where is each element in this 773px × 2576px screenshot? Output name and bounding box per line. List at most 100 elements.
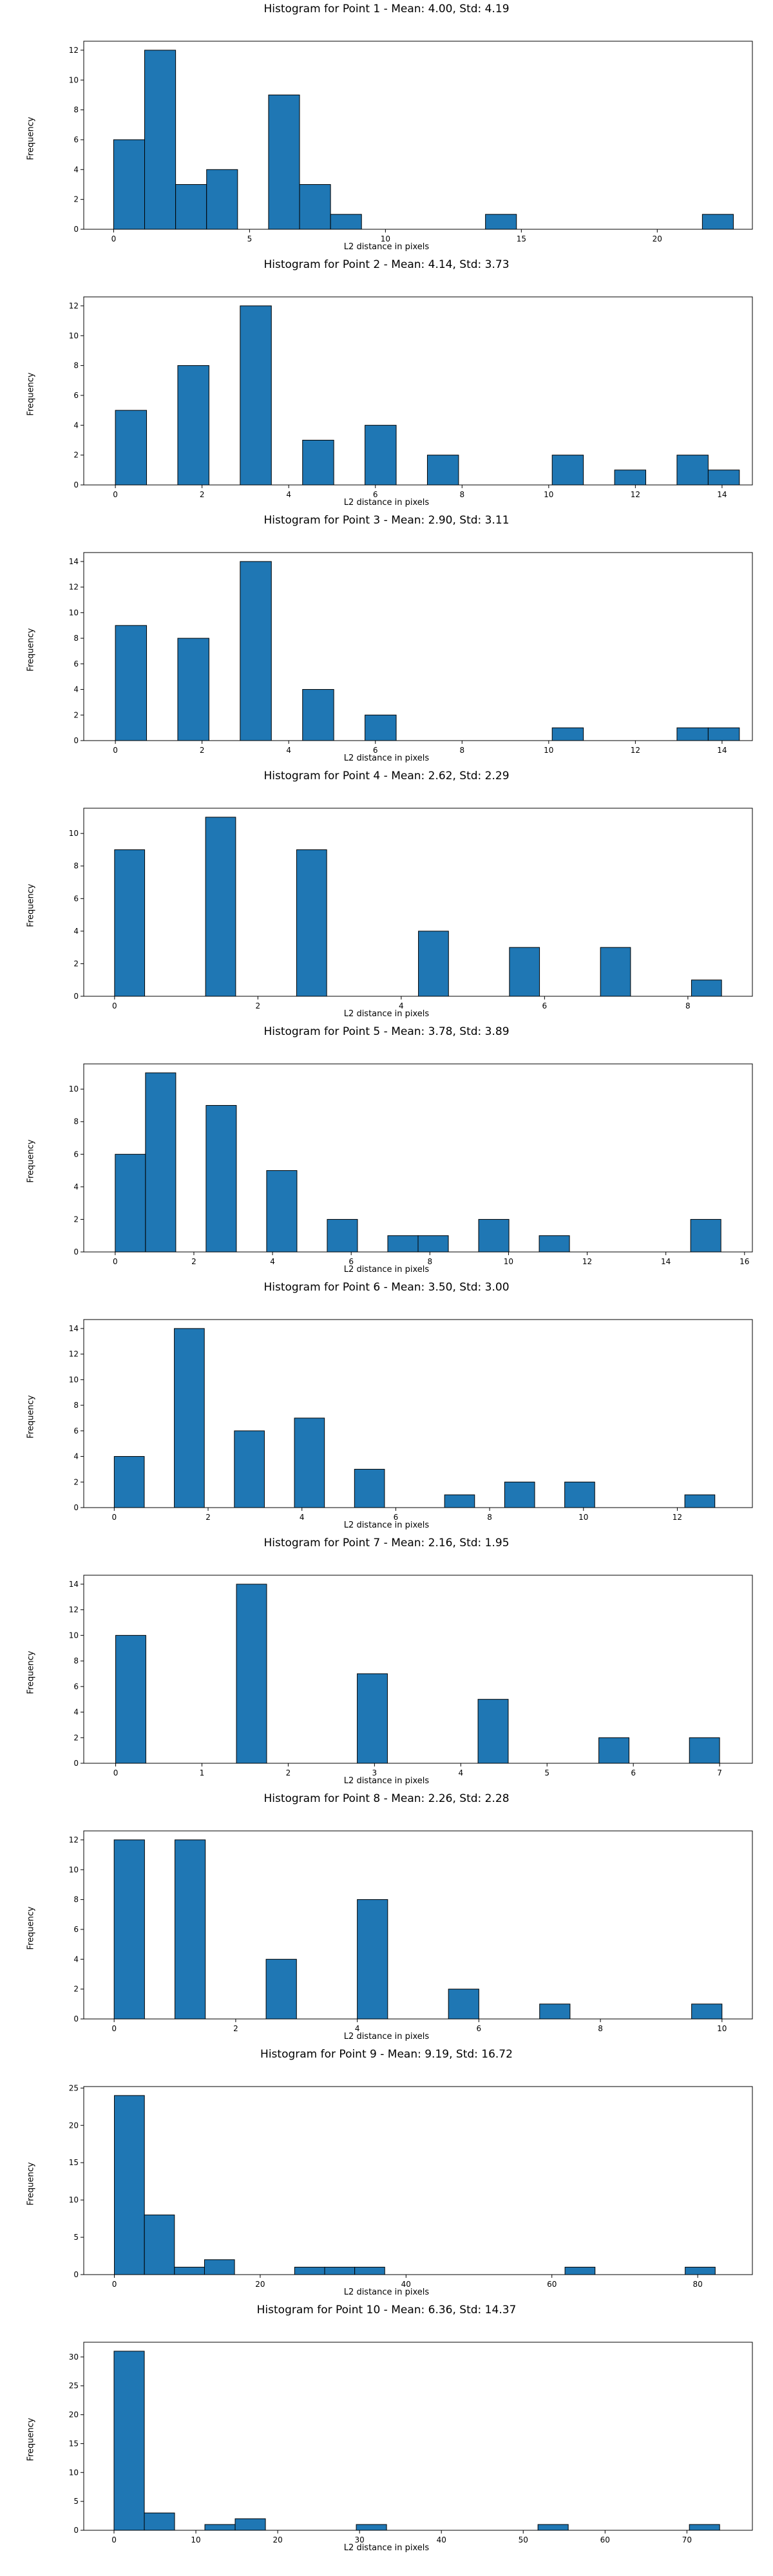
- histogram-bar: [330, 214, 362, 230]
- x-tick-label: 14: [661, 1257, 671, 1266]
- plot-frame: [83, 2342, 753, 2531]
- x-tick-label: 2: [200, 490, 205, 499]
- y-tick-label: 12: [69, 301, 79, 310]
- plot-frame: [83, 41, 753, 230]
- x-tick-label: 2: [286, 1768, 291, 1777]
- x-tick-label: 6: [348, 1257, 354, 1266]
- histogram-bar: [539, 2003, 571, 2020]
- chart-title: Histogram for Point 4 - Mean: 2.62, Std:…: [263, 770, 510, 782]
- histogram-bar: [114, 849, 146, 997]
- histogram-bar: [564, 1481, 595, 1508]
- y-tick-label: 2: [73, 1477, 79, 1486]
- histogram-plot: 0 2 4 6 8 10 12 14 16 0 2 4 6 8 10: [69, 1063, 753, 1266]
- y-tick-label: 6: [73, 135, 79, 144]
- histogram-bar: [504, 1481, 535, 1508]
- histogram-bar: [204, 2259, 235, 2275]
- y-tick-label: 4: [73, 1708, 79, 1717]
- chart-title: Histogram for Point 6 - Mean: 3.50, Std:…: [263, 1281, 510, 1294]
- histogram-bar: [690, 1218, 721, 1253]
- plot-frame: [83, 1575, 753, 1764]
- x-tick-label: 8: [685, 1001, 691, 1010]
- x-tick-label: 4: [355, 2024, 360, 2033]
- x-tick-label: 0: [112, 2280, 117, 2289]
- histogram-plot: 0 2 4 6 8 10 12 14 0 2 4 6 8 10 12: [69, 296, 753, 499]
- histogram-bar: [302, 439, 334, 486]
- y-tick-label: 0: [73, 225, 79, 234]
- histogram-bar: [684, 1494, 716, 1508]
- histogram-bar: [354, 2266, 385, 2275]
- histogram-panel-10: Histogram for Point 10 - Mean: 6.36, Std…: [0, 2301, 773, 2556]
- y-tick-label: 2: [73, 1215, 79, 1224]
- x-tick-label: 8: [487, 1513, 492, 1522]
- y-tick-label: 0: [73, 992, 79, 1001]
- x-tick-label: 12: [582, 1257, 592, 1266]
- histogram-bar: [174, 2266, 205, 2275]
- chart-title: Histogram for Point 8 - Mean: 2.26, Std:…: [263, 1792, 510, 1805]
- histogram-bar: [685, 2266, 716, 2275]
- y-tick-label: 10: [69, 331, 79, 340]
- histogram-plot: 0 20 40 60 80 0 5 10 15 20 25: [69, 2083, 753, 2289]
- x-axis-label: L2 distance in pixels: [343, 753, 430, 763]
- x-tick-label: 0: [113, 1257, 118, 1266]
- histogram-bar: [707, 469, 740, 486]
- histogram-bar: [485, 214, 517, 230]
- histogram-bar: [477, 1699, 509, 1764]
- histogram-bar: [701, 214, 734, 230]
- x-axis-label: L2 distance in pixels: [343, 1776, 430, 1786]
- y-tick-label: 10: [69, 1631, 79, 1640]
- x-tick-label: 0: [113, 1768, 119, 1777]
- x-tick-label: 4: [300, 1513, 305, 1522]
- histogram-panel-4: Histogram for Point 4 - Mean: 2.62, Std:…: [0, 767, 773, 1022]
- y-tick-label: 12: [69, 1350, 79, 1359]
- histogram-bar: [354, 1468, 385, 1508]
- x-tick-label: 8: [598, 2024, 603, 2033]
- histogram-bar: [266, 1170, 298, 1253]
- y-tick-label: 4: [73, 165, 79, 174]
- histogram-bar: [598, 1737, 629, 1764]
- histogram-panel-2: Histogram for Point 2 - Mean: 4.14, Std:…: [0, 256, 773, 511]
- histogram-bar: [115, 1634, 146, 1764]
- histogram-bar: [418, 931, 449, 997]
- y-tick-label: 8: [73, 1401, 79, 1410]
- histogram-bar: [206, 169, 238, 230]
- x-tick-label: 50: [519, 2535, 528, 2544]
- x-axis-label: L2 distance in pixels: [343, 1009, 430, 1019]
- x-tick-label: 10: [191, 2535, 200, 2544]
- y-tick-label: 30: [69, 2353, 79, 2362]
- y-tick-label: 4: [73, 927, 79, 936]
- histogram-bar: [236, 1584, 267, 1764]
- histogram-bar: [115, 625, 148, 741]
- y-tick-label: 5: [73, 2233, 79, 2242]
- y-tick-label: 14: [69, 1324, 79, 1333]
- histogram-bar: [175, 1839, 206, 2020]
- histogram-bar: [234, 1430, 265, 1508]
- x-tick-label: 16: [740, 1257, 749, 1266]
- histogram-bar: [175, 184, 207, 230]
- x-tick-label: 2: [233, 2024, 238, 2033]
- chart-title: Histogram for Point 5 - Mean: 3.78, Std:…: [263, 1025, 510, 1038]
- histogram-bar: [676, 455, 709, 486]
- y-tick-label: 8: [73, 361, 79, 370]
- x-axis-label: L2 distance in pixels: [343, 2032, 430, 2041]
- histogram-bar: [478, 1218, 510, 1253]
- y-tick-label: 0: [73, 1247, 79, 1256]
- x-tick-label: 80: [692, 2280, 702, 2289]
- x-tick-label: 12: [673, 1513, 682, 1522]
- histogram-plot: 0 2 4 6 8 0 2 4 6 8 10: [69, 808, 753, 1010]
- y-tick-label: 8: [73, 862, 79, 871]
- histogram-plot: 0 2 4 6 8 10 12 14 0 2 4 6 8 10 12 14: [69, 552, 753, 755]
- plot-frame: [83, 1830, 753, 2020]
- histogram-bar: [177, 638, 209, 741]
- y-tick-label: 10: [69, 2468, 79, 2477]
- histogram-bar: [296, 849, 327, 997]
- chart-title: Histogram for Point 2 - Mean: 4.14, Std:…: [263, 258, 510, 271]
- y-tick-label: 6: [73, 1925, 79, 1934]
- y-tick-label: 20: [69, 2121, 79, 2130]
- x-tick-label: 10: [504, 1257, 513, 1266]
- histogram-bar: [115, 410, 148, 486]
- chart-title: Histogram for Point 9 - Mean: 9.19, Std:…: [260, 2048, 513, 2061]
- x-tick-label: 2: [256, 1001, 261, 1010]
- plot-frame: [83, 1063, 753, 1253]
- x-tick-label: 0: [111, 234, 117, 243]
